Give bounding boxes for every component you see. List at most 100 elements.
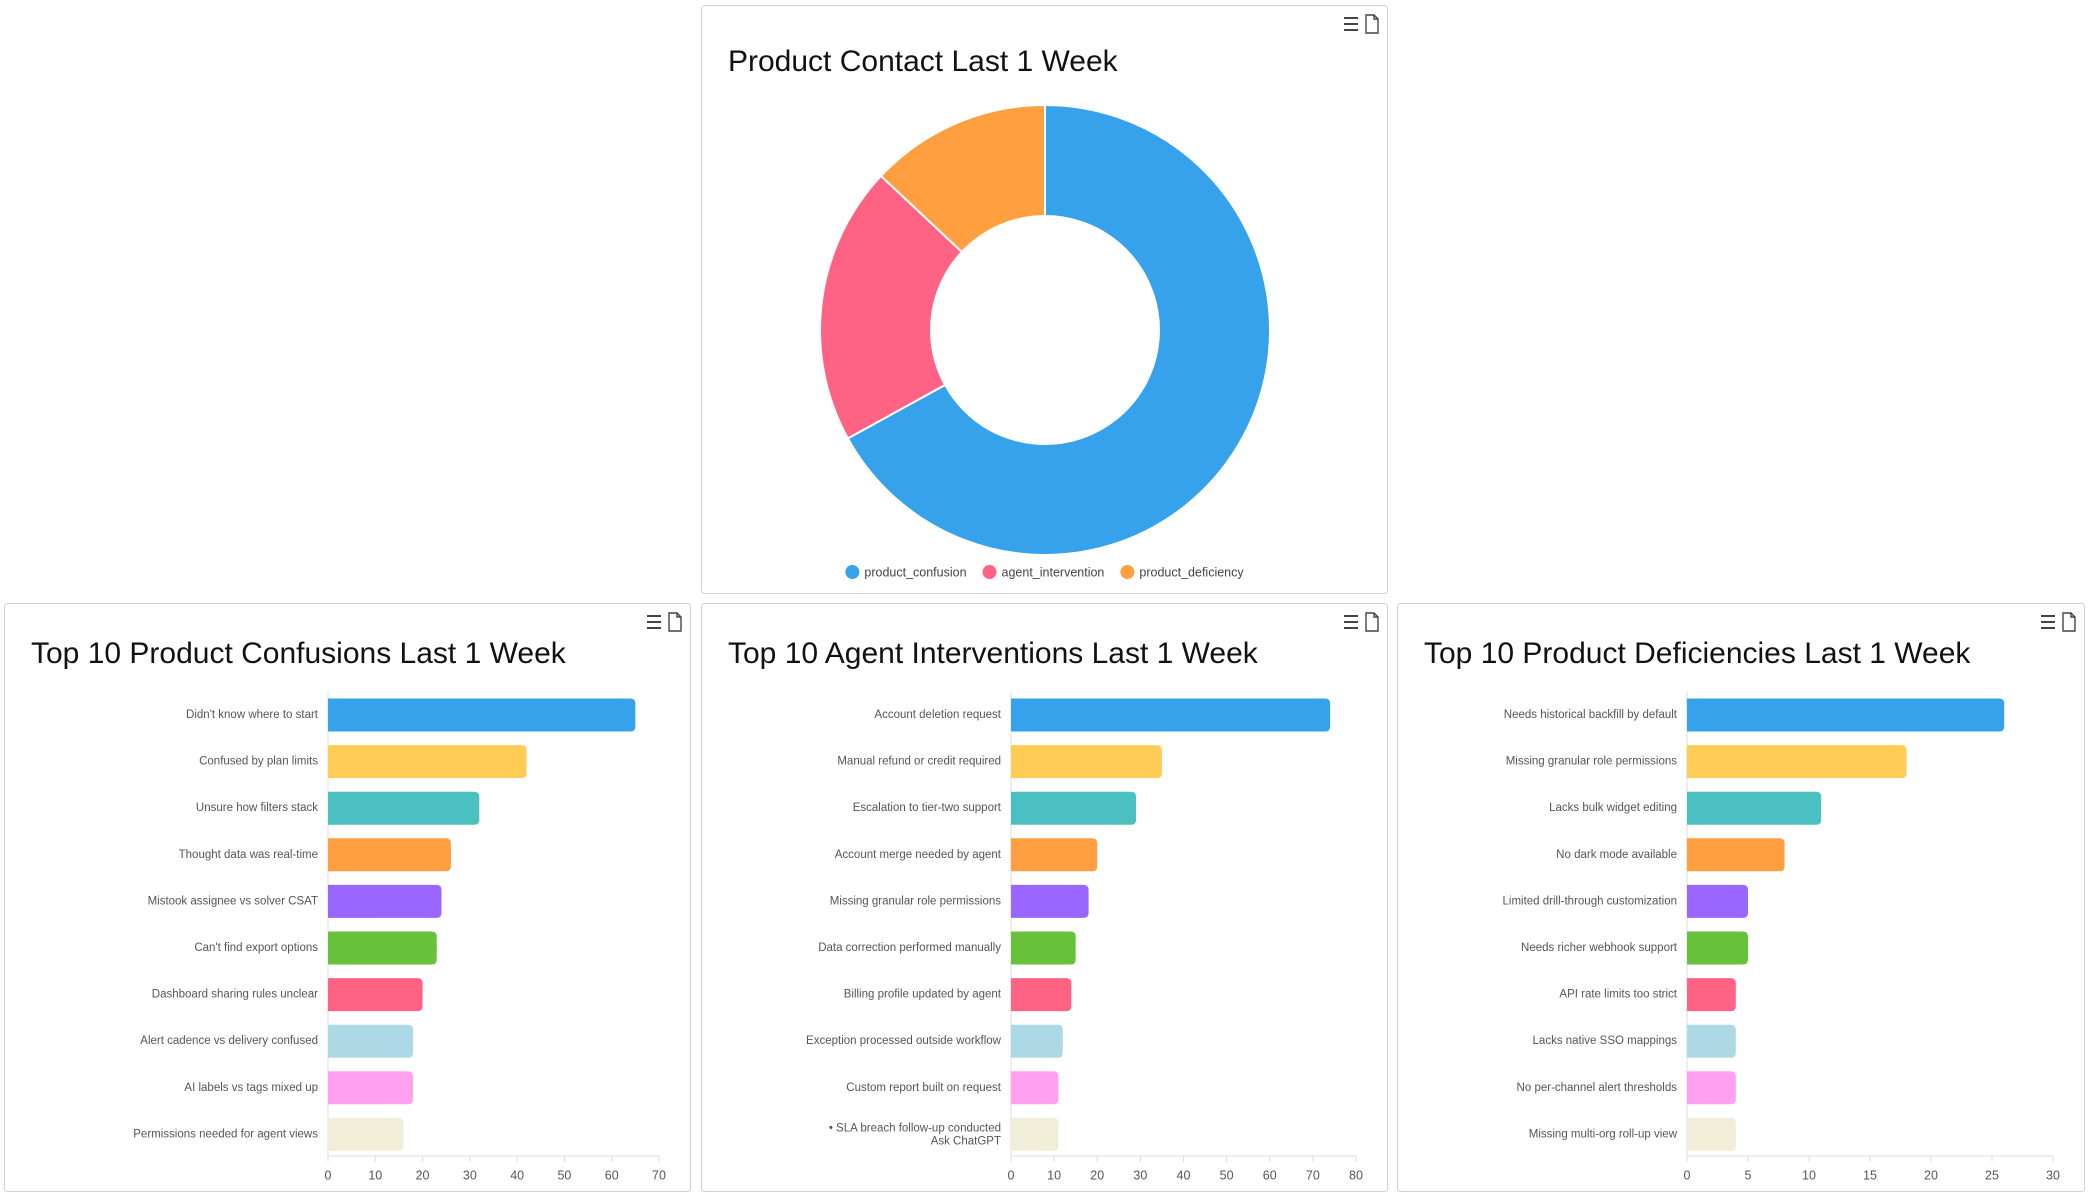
chart-title: Top 10 Product Confusions Last 1 Week: [31, 637, 567, 670]
chart-panel: Top 10 Product Deficiencies Last 1 Week 0…: [1397, 603, 2085, 1192]
y-category-label: Account merge needed by agent: [835, 849, 1002, 861]
legend-label: agent_intervention: [1002, 565, 1105, 579]
csv-download-button[interactable]: [1365, 612, 1379, 632]
x-tick-label: 30: [463, 1168, 477, 1182]
file-icon: [2062, 612, 2076, 632]
y-category-label: Exception processed outside workflow: [806, 1035, 1002, 1047]
x-tick-label: 20: [416, 1168, 430, 1182]
y-category-label: • SLA breach follow-up conducted: [829, 1122, 1001, 1134]
x-tick-label: 50: [557, 1168, 571, 1182]
x-tick-label: 30: [1133, 1168, 1147, 1182]
menu-button[interactable]: [2041, 615, 2055, 629]
x-tick-label: 40: [1177, 1168, 1191, 1182]
x-tick-label: 70: [652, 1168, 666, 1182]
y-category-label: Permissions needed for agent views: [133, 1128, 318, 1140]
bar: [1011, 978, 1072, 1012]
y-category-label: Thought data was real-time: [179, 849, 318, 861]
y-category-label: Needs richer webhook support: [1521, 942, 1678, 954]
chart-title: Top 10 Agent Interventions Last 1 Week: [728, 637, 1259, 670]
bar: [328, 1071, 414, 1105]
x-tick-label: 20: [1090, 1168, 1104, 1182]
y-category-label: Missing granular role permissions: [830, 895, 1002, 907]
y-category-label: Needs historical backfill by default: [1504, 709, 1678, 721]
bar: [1011, 1071, 1059, 1105]
bar: [1687, 1024, 1736, 1058]
bar: [1687, 838, 1785, 872]
y-category-label: Dashboard sharing rules unclear: [152, 989, 318, 1001]
x-tick-label: 60: [1263, 1168, 1277, 1182]
bar: [1011, 884, 1089, 918]
x-tick-label: 25: [1985, 1168, 1999, 1182]
bar: [1011, 838, 1098, 872]
bar: [328, 698, 636, 732]
bar: [328, 791, 480, 825]
x-tick-label: 60: [605, 1168, 619, 1182]
y-category-label: API rate limits too strict: [1559, 989, 1677, 1001]
bar: [328, 745, 527, 779]
y-category-label: Escalation to tier-two support: [853, 802, 1002, 814]
bar: [1011, 931, 1076, 965]
x-tick-label: 0: [1684, 1168, 1691, 1182]
chart-panel: Top 10 Product Confusions Last 1 Week 0 10…: [4, 603, 691, 1192]
csv-download-button[interactable]: [1365, 14, 1379, 34]
bar: [1687, 745, 1907, 779]
overlay-annotation: Ask ChatGPT: [931, 1135, 1001, 1147]
x-tick-label: 20: [1924, 1168, 1938, 1182]
file-icon: [668, 612, 682, 632]
file-icon: [1365, 612, 1379, 632]
bar: [1687, 978, 1736, 1012]
y-category-label: Didn't know where to start: [186, 709, 319, 721]
y-category-label: No dark mode available: [1556, 849, 1677, 861]
y-category-label: Lacks bulk widget editing: [1549, 802, 1677, 814]
legend-marker: [982, 565, 997, 579]
bar: [328, 1117, 404, 1151]
donut-slice: [846, 103, 1271, 556]
bar: [1011, 698, 1331, 732]
bar: [1687, 1071, 1736, 1105]
y-category-label: Manual refund or credit required: [837, 756, 1001, 768]
bar: [328, 931, 437, 965]
y-category-label: Account deletion request: [874, 709, 1001, 721]
y-category-label: Can't find export options: [194, 942, 318, 954]
x-tick-label: 10: [1047, 1168, 1061, 1182]
y-category-label: Missing granular role permissions: [1506, 756, 1678, 768]
menu-button[interactable]: [1344, 615, 1358, 629]
menu-button[interactable]: [1344, 17, 1358, 31]
x-tick-label: 40: [510, 1168, 524, 1182]
bar: [328, 838, 451, 872]
bar: [1011, 791, 1137, 825]
donut-slice: [819, 174, 964, 440]
bar: [328, 1024, 414, 1058]
chart-panel: Product Contact Last 1 Week product_confu…: [701, 5, 1388, 594]
menu-button[interactable]: [647, 615, 661, 629]
bar: [1687, 884, 1748, 918]
y-category-label: AI labels vs tags mixed up: [184, 1082, 318, 1094]
y-category-label: Limited drill-through customization: [1503, 895, 1678, 907]
bar: [1011, 1024, 1063, 1058]
chart-title: Top 10 Product Deficiencies Last 1 Week: [1424, 637, 1971, 670]
y-category-label: Data correction performed manually: [818, 942, 1001, 954]
legend-marker: [1120, 565, 1135, 579]
donut-slice: [879, 103, 1046, 254]
y-category-label: Alert cadence vs delivery confused: [140, 1035, 318, 1047]
chart-title: Product Contact Last 1 Week: [728, 45, 1119, 78]
y-category-label: Custom report built on request: [846, 1082, 1001, 1094]
y-category-label: Lacks native SSO mappings: [1533, 1035, 1678, 1047]
x-tick-label: 10: [1802, 1168, 1816, 1182]
legend: product_confusion agent_intervention produ…: [845, 565, 1244, 579]
x-tick-label: 50: [1220, 1168, 1234, 1182]
x-tick-label: 0: [1008, 1168, 1015, 1182]
bar: [1011, 1117, 1059, 1151]
bar: [1687, 1117, 1736, 1151]
csv-download-button[interactable]: [2062, 612, 2076, 632]
chart-panel: Top 10 Agent Interventions Last 1 Week 0 1…: [701, 603, 1388, 1192]
y-category-label: Mistook assignee vs solver CSAT: [148, 895, 318, 907]
y-category-label: Unsure how filters stack: [196, 802, 318, 814]
y-category-label: Missing multi-org roll-up view: [1529, 1128, 1678, 1140]
file-icon: [1365, 14, 1379, 34]
bar: [1687, 698, 2005, 732]
csv-download-button[interactable]: [668, 612, 682, 632]
x-tick-label: 10: [368, 1168, 382, 1182]
